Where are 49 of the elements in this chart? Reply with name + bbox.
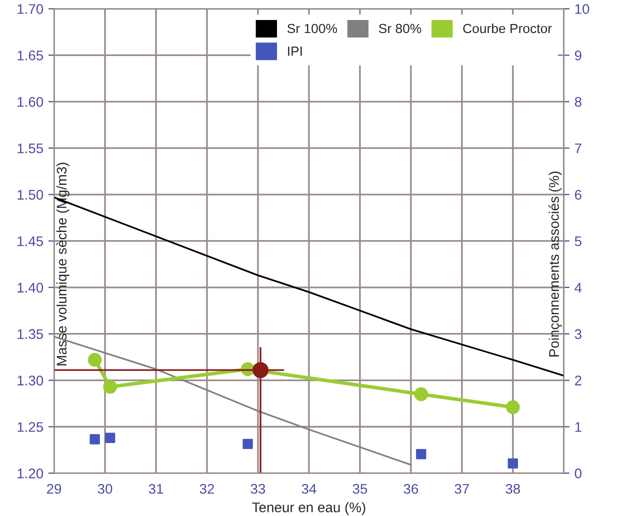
y2-tick-label: 10 <box>575 4 590 14</box>
x-axis-title: Teneur en eau (%) <box>252 502 366 516</box>
y-tick-label: 1.70 <box>18 4 44 14</box>
point <box>103 380 118 394</box>
y2-tick-label: 1 <box>575 422 582 432</box>
legend-label: IPI <box>288 46 302 56</box>
x-tick-label: 30 <box>98 484 112 494</box>
point <box>88 352 102 367</box>
y-tick-label: 1.30 <box>18 376 44 386</box>
y-tick-label: 1.60 <box>18 96 44 107</box>
point <box>506 400 520 414</box>
y-tick-label: 1.20 <box>18 468 44 478</box>
point <box>90 434 100 444</box>
x-tick-label: 37 <box>454 484 469 494</box>
y-tick-label: 1.25 <box>18 422 44 432</box>
legend-label: Sr 80% <box>378 24 422 34</box>
y2-tick-label: 5 <box>574 236 582 246</box>
y2-tick-label: 4 <box>574 282 582 292</box>
y2-tick-label: 7 <box>574 144 582 154</box>
point <box>105 432 116 443</box>
y2-tick-label: 9 <box>574 50 582 60</box>
y2-tick-label: 6 <box>574 190 582 200</box>
x-tick-label: 34 <box>302 484 316 494</box>
x-tick-label: 32 <box>200 484 214 494</box>
point <box>414 387 428 402</box>
y-tick-label: 1.50 <box>18 190 44 200</box>
y2-tick-label: 0 <box>574 468 582 478</box>
y-tick-label: 1.65 <box>18 50 44 60</box>
y2-tick-label: 3 <box>574 329 582 340</box>
point <box>508 458 518 469</box>
x-tick-label: 35 <box>352 484 368 494</box>
legend-label: Courbe Proctor <box>463 23 552 34</box>
y2-axis-title: Poinçonnements associés (%) <box>548 172 562 356</box>
point <box>242 438 253 449</box>
y-tick-label: 1.45 <box>18 236 44 246</box>
x-tick-label: 38 <box>506 484 520 494</box>
point <box>416 449 426 460</box>
x-tick-label: 29 <box>47 484 62 494</box>
x-tick-label: 36 <box>404 484 418 494</box>
point <box>252 362 268 378</box>
y2-tick-label: 8 <box>574 96 582 107</box>
y2-tick-label: 2 <box>574 376 582 386</box>
legend-label: Sr 100% <box>287 24 337 34</box>
y-tick-label: 1.55 <box>18 144 44 154</box>
y-tick-label: 1.35 <box>18 329 44 340</box>
x-tick-label: 31 <box>148 484 164 494</box>
y-axis-title: Masse volumique sèche (Mg/m3) <box>56 162 70 366</box>
x-tick-label: 33 <box>250 484 266 494</box>
y-tick-label: 1.40 <box>18 282 44 293</box>
